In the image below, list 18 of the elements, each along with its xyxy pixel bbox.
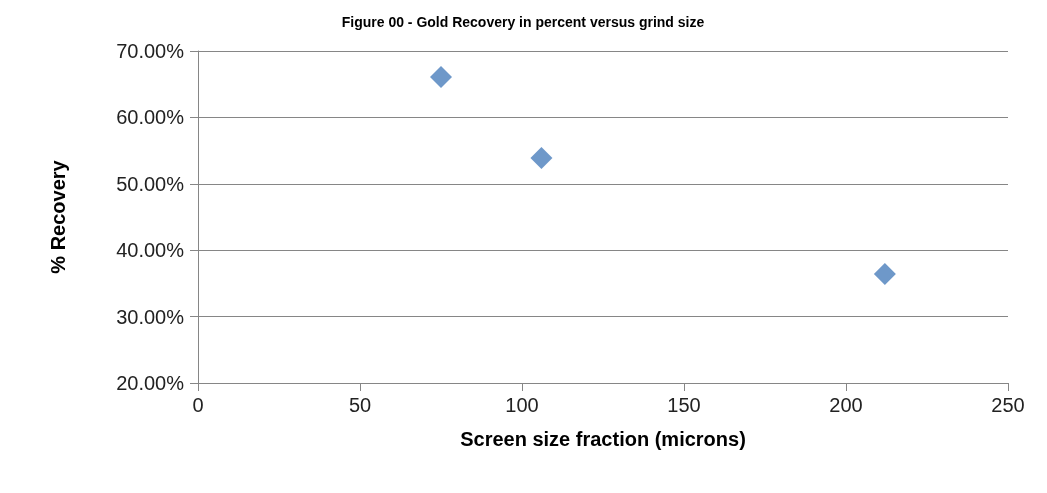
point [873, 263, 896, 286]
x-tick-label: 150 [667, 394, 701, 416]
chart-title: Figure 00 - Gold Recovery in percent versus grind size [341, 14, 705, 30]
y-tick-label: 50.00% [116, 172, 185, 195]
x-axis-title: Screen size fraction (microns) [460, 428, 746, 450]
y-tick-label: 30.00% [116, 305, 185, 328]
y-tick-label: 60.00% [116, 106, 185, 129]
y-tick-label: 70.00% [116, 40, 185, 62]
y-tick-label: 40.00% [116, 239, 185, 262]
x-tick-label: 200 [829, 394, 863, 416]
x-tick-label: 100 [505, 394, 539, 416]
point [530, 146, 553, 169]
y-axis-title: % Recovery [47, 159, 69, 274]
x-tick-label: 0 [192, 394, 204, 416]
y-tick-label: 20.00% [116, 372, 185, 394]
x-tick-label: 50 [348, 394, 372, 416]
point [430, 65, 452, 88]
x-tick-label: 250 [991, 394, 1025, 416]
